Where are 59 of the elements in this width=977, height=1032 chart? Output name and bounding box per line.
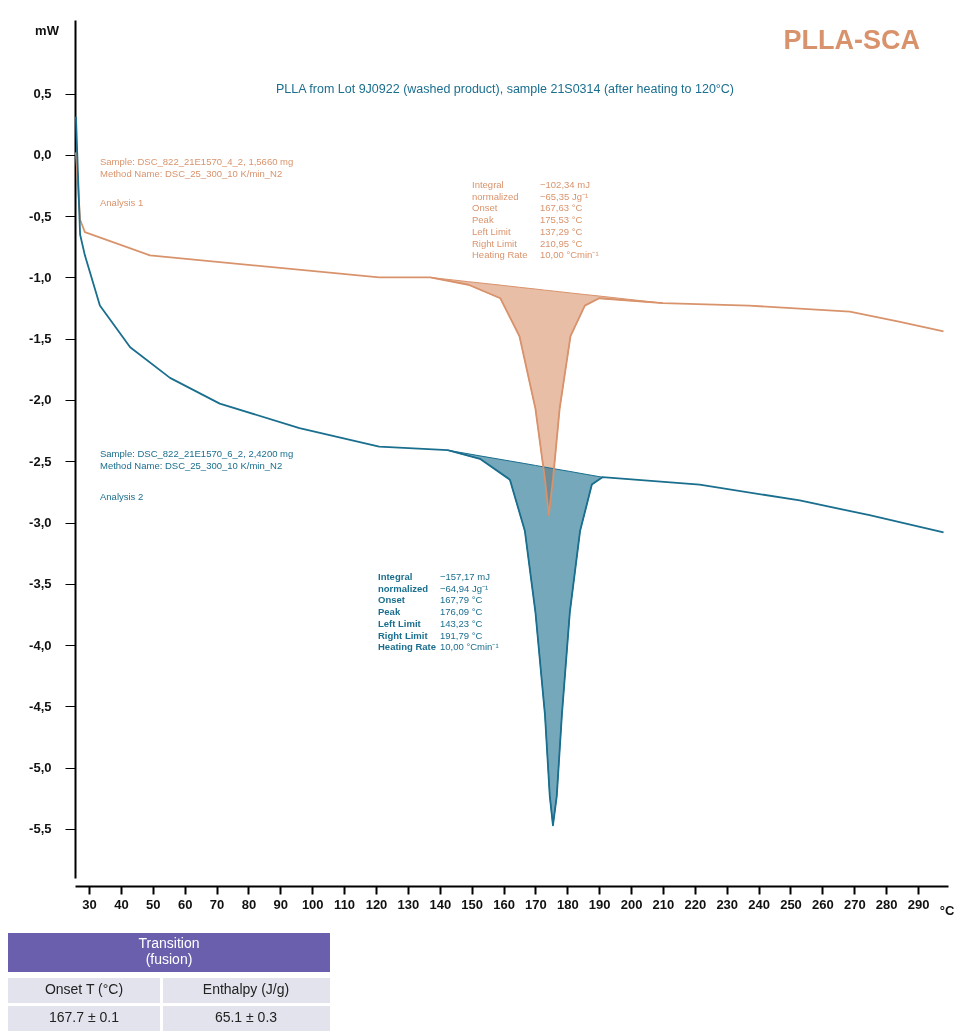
annotation: Integral normalized Onset Peak Left Limit Right Limit Heating Rate bbox=[378, 571, 437, 653]
x-tick-label: 30 bbox=[82, 896, 97, 912]
chart-title: PLLA-SCA bbox=[783, 25, 920, 55]
text: Enthalpy (J/g) bbox=[202, 981, 290, 997]
y-tick-label: -4,0 bbox=[29, 637, 52, 653]
y-tick-label: -5,5 bbox=[29, 821, 52, 837]
y-tick-label: -3,5 bbox=[29, 576, 52, 592]
x-tick-label: 170 bbox=[525, 896, 547, 912]
annotation: Analysis 1 bbox=[100, 197, 144, 208]
x-tick-label: 220 bbox=[684, 896, 707, 912]
x-tick-label: 190 bbox=[588, 896, 611, 912]
y-tick-label: -4,5 bbox=[29, 698, 52, 714]
line-series bbox=[75, 115, 945, 827]
y-tick-label: -2,0 bbox=[29, 392, 52, 408]
x-tick-label: 290 bbox=[907, 896, 930, 912]
annotation: Analysis 2 bbox=[100, 491, 144, 502]
x-tick-label: 120 bbox=[365, 896, 388, 912]
x-tick-label: 260 bbox=[812, 896, 834, 912]
annotation: Sample: DSC_822_21E1570_6_2, 2,4200 mg Method Name: DSC_25_300_10 K/min_N2 bbox=[100, 448, 294, 471]
x-tick-label: 130 bbox=[397, 896, 420, 912]
y-axis-title: mW bbox=[35, 23, 60, 38]
y-tick-label: 0,0 bbox=[33, 147, 52, 163]
x-tick-label: 210 bbox=[652, 896, 675, 912]
y-tick-label: 0,5 bbox=[33, 86, 52, 102]
y-tick-label: -1,5 bbox=[29, 331, 52, 347]
annotation: Sample: DSC_822_21E1570_4_2, 1,5660 mg Method Name: DSC_25_300_10 K/min_N2 bbox=[100, 156, 294, 179]
line-series bbox=[75, 151, 945, 517]
y-tick-label: -1,0 bbox=[29, 269, 52, 285]
x-tick-label: 90 bbox=[273, 896, 289, 912]
text: 167.7 ± 0.1 bbox=[49, 1009, 120, 1025]
x-tick-label: 140 bbox=[429, 896, 452, 912]
y-tick-label: -3,0 bbox=[29, 515, 52, 531]
text: 65.1 ± 0.3 bbox=[214, 1009, 278, 1025]
text: PLLA from Lot 9J0922 (washed product), sample 21S0314 (after heating to 120°C) bbox=[275, 82, 735, 96]
x-axis-title: °C bbox=[939, 903, 955, 918]
x-tick-label: 180 bbox=[556, 896, 579, 912]
x-tick-label: 50 bbox=[146, 896, 161, 912]
x-tick-label: 230 bbox=[716, 896, 739, 912]
x-tick-label: 270 bbox=[843, 896, 866, 912]
x-tick-label: 70 bbox=[209, 896, 225, 912]
y-tick-label: -5,0 bbox=[29, 760, 52, 776]
y-tick-label: -2,5 bbox=[29, 453, 52, 469]
x-tick-label: 60 bbox=[177, 896, 193, 912]
y-tick-label: -0,5 bbox=[29, 208, 52, 224]
x-tick-label: 40 bbox=[114, 896, 129, 912]
x-tick-label: 110 bbox=[334, 896, 356, 912]
annotation: Integral normalized Onset Peak Left Limit Right Limit Heating Rate bbox=[472, 179, 528, 261]
x-tick-label: 240 bbox=[748, 896, 770, 912]
annotation: −102,34 mJ −65,35 Jg⁻¹ 167,63 °C 175,53 °C 137,29 °C 210,95 °C 10,00 °Cmin⁻¹ bbox=[540, 179, 599, 261]
x-tick-label: 250 bbox=[780, 896, 802, 912]
x-tick-label: 160 bbox=[493, 896, 515, 912]
x-tick-label: 100 bbox=[301, 896, 324, 912]
text: Transition (fusion) bbox=[138, 935, 200, 968]
x-tick-label: 150 bbox=[461, 896, 483, 912]
annotation: −157,17 mJ −64,94 Jg⁻¹ 167,79 °C 176,09 °C 143,23 °C 191,79 °C 10,00 °Cmin⁻¹ bbox=[440, 571, 499, 653]
text: Onset T (°C) bbox=[44, 981, 124, 997]
x-tick-label: 80 bbox=[241, 896, 257, 912]
x-tick-label: 280 bbox=[875, 896, 898, 912]
x-tick-label: 200 bbox=[620, 896, 643, 912]
